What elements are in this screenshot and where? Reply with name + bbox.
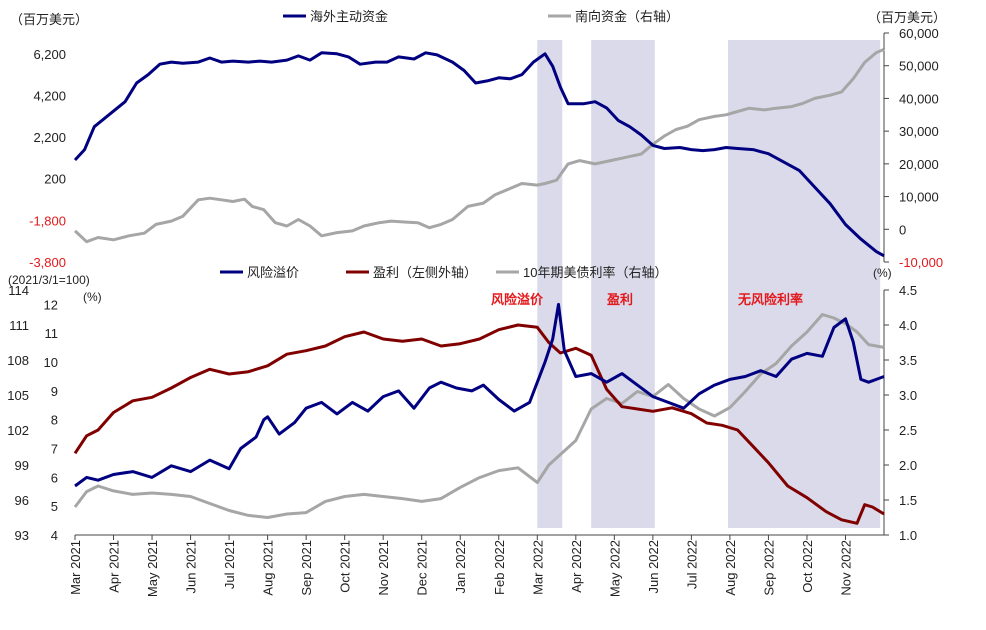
x-tick-label: Aug 2021 <box>261 540 276 596</box>
x-axis-ticks: Mar 2021 Apr 2021 May 2021 Jun 2021 Jul 2021… <box>68 535 853 597</box>
inner-axis-tick: 6 <box>51 470 58 485</box>
bottom-right-tick: 3.5 <box>899 353 917 368</box>
outer-axis-tick: 111 <box>9 318 29 333</box>
x-tick-label: Jul 2022 <box>684 540 699 589</box>
top-legend: 海外主动资金 南向资金（右轴） <box>283 9 679 24</box>
outer-axis-tick: 105 <box>7 388 29 403</box>
bottom-right-tick: 4.5 <box>899 283 917 298</box>
x-tick-label: Mar 2022 <box>530 540 545 595</box>
shaded-period-2 <box>591 40 655 528</box>
outer-axis-tick: 108 <box>7 353 29 368</box>
inner-axis-tick: 8 <box>51 413 58 428</box>
legend-label-earnings: 盈利（左侧外轴） <box>373 265 477 280</box>
outer-axis-tick: 102 <box>7 423 29 438</box>
top-left-tick: -1,800 <box>29 213 66 228</box>
bottom-right-tick: 2.0 <box>899 458 917 473</box>
annotation-risk-premium: 风险溢价 <box>491 292 544 307</box>
top-right-tick: 40,000 <box>899 91 939 106</box>
bottom-right-tick: 2.5 <box>899 423 917 438</box>
axes <box>75 33 885 536</box>
inner-axis-tick: 11 <box>45 326 59 341</box>
x-tick-label: May 2022 <box>607 540 622 597</box>
x-tick-label: Jul 2021 <box>222 540 237 589</box>
top-left-tick: 2,200 <box>33 130 66 145</box>
x-tick-label: Jun 2022 <box>646 540 661 594</box>
series-southbound-funds <box>73 48 885 244</box>
annotation-earnings: 盈利 <box>606 292 633 307</box>
bottom-legend: 风险溢价 盈利（左侧外轴） 10年期美债利率（右轴） <box>220 265 667 280</box>
x-tick-label: Apr 2021 <box>107 540 122 593</box>
top-right-unit: （百万美元） <box>868 10 946 25</box>
top-right-tick: 60,000 <box>899 26 939 41</box>
inner-axis-tick: 4 <box>51 528 58 543</box>
legend-label-risk-premium: 风险溢价 <box>247 265 299 280</box>
outer-axis-tick: 114 <box>8 283 29 298</box>
legend-label-treasury: 10年期美债利率（右轴） <box>523 265 667 280</box>
series-earnings <box>73 323 885 525</box>
x-tick-label: Sep 2021 <box>299 540 314 596</box>
x-tick-label: Jan 2022 <box>453 540 468 594</box>
top-right-tick: -10,000 <box>899 255 943 270</box>
top-right-tick: 20,000 <box>899 157 939 172</box>
x-tick-label: Oct 2022 <box>800 540 815 593</box>
x-tick-label: Jun 2021 <box>184 540 199 594</box>
bottom-right-tick: 4.0 <box>899 318 917 333</box>
shaded-period-3 <box>727 40 881 528</box>
outer-axis-tick: 96 <box>15 493 29 508</box>
series-risk-premium <box>74 302 885 488</box>
outer-axis-tick: 99 <box>15 458 29 473</box>
top-left-tick: 6,200 <box>33 47 66 62</box>
outer-axis-label: (2021/3/1=100) <box>8 273 90 287</box>
legend-label-southbound: 南向资金（右轴） <box>575 9 679 24</box>
x-tick-label: Nov 2021 <box>376 540 391 596</box>
bottom-right-tick: 1.0 <box>899 528 917 543</box>
top-right-tick: 50,000 <box>899 59 939 74</box>
outer-axis-tick: 93 <box>15 528 29 543</box>
bottom-panel-ticks: 114 111 108 105 102 99 96 93 12 11 10 9 8 7 6 5 4 4.5 4.0 3… <box>7 283 917 543</box>
right-axis-label: (%) <box>873 266 892 280</box>
series-10y-treasury <box>73 313 885 519</box>
x-tick-label: Oct 2021 <box>338 540 353 593</box>
top-right-tick: 10,000 <box>899 190 939 205</box>
top-panel-ticks: 6,200 4,200 2,200 200 -1,800 -3,800 60,000 50,0… <box>29 26 943 270</box>
series-lines <box>73 48 885 525</box>
top-left-tick: -3,800 <box>29 255 66 270</box>
x-tick-label: Apr 2022 <box>569 540 584 593</box>
inner-axis-label: (%) <box>83 290 102 304</box>
top-right-tick: 30,000 <box>899 124 939 139</box>
shaded-periods <box>537 40 881 528</box>
x-tick-label: Sep 2022 <box>761 540 776 596</box>
x-tick-label: Feb 2022 <box>492 540 507 595</box>
x-tick-label: Dec 2021 <box>415 540 430 596</box>
x-tick-label: Aug 2022 <box>723 540 738 596</box>
series-overseas-active-funds <box>73 51 885 258</box>
legend-label-overseas: 海外主动资金 <box>310 9 388 24</box>
top-left-tick: 4,200 <box>33 88 66 103</box>
bottom-right-tick: 1.5 <box>899 493 917 508</box>
shaded-period-1 <box>537 40 563 528</box>
x-tick-label: May 2021 <box>145 540 160 597</box>
top-left-unit: （百万美元） <box>10 12 88 27</box>
inner-axis-tick: 5 <box>51 499 58 514</box>
top-left-tick: 200 <box>44 172 66 187</box>
inner-axis-tick: 12 <box>44 297 58 312</box>
x-tick-label: Nov 2022 <box>838 540 853 596</box>
inner-axis-tick: 7 <box>51 442 58 457</box>
top-right-tick: 0 <box>899 222 906 237</box>
inner-axis-tick: 9 <box>51 384 58 399</box>
annotation-risk-free-rate: 无风险利率 <box>737 292 803 307</box>
inner-axis-tick: 10 <box>44 355 58 370</box>
bottom-right-tick: 3.0 <box>899 388 917 403</box>
x-tick-label: Mar 2021 <box>68 540 83 595</box>
